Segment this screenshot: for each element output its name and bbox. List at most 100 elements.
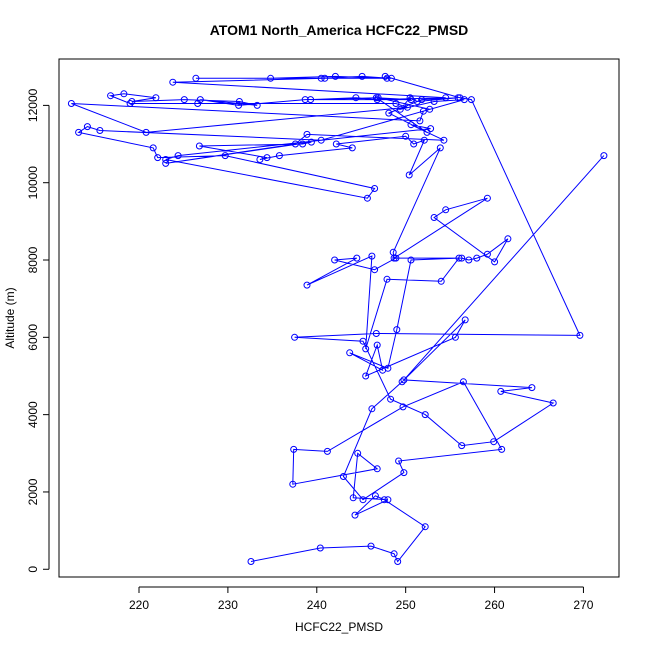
data-point bbox=[456, 94, 464, 102]
data-point bbox=[405, 171, 413, 179]
y-axis-label: Altitude (m) bbox=[3, 287, 17, 348]
data-point bbox=[346, 349, 354, 357]
data-point bbox=[430, 98, 438, 105]
data-point bbox=[194, 100, 202, 107]
data-point bbox=[400, 469, 408, 477]
data-point bbox=[162, 156, 170, 163]
data-point bbox=[427, 125, 435, 133]
data-point bbox=[359, 496, 367, 504]
series-layer bbox=[67, 72, 608, 565]
x-tick-label: 250 bbox=[396, 598, 416, 612]
data-point bbox=[458, 254, 466, 262]
x-tick-label: 260 bbox=[485, 598, 505, 612]
data-point bbox=[426, 105, 434, 113]
data-point bbox=[430, 214, 438, 221]
data-point bbox=[235, 101, 243, 109]
data-point bbox=[195, 142, 203, 150]
data-point bbox=[256, 156, 264, 163]
data-point bbox=[483, 250, 491, 258]
data-point bbox=[400, 376, 408, 384]
data-point bbox=[359, 337, 367, 345]
data-point bbox=[247, 558, 255, 565]
data-point bbox=[371, 266, 379, 274]
data-point bbox=[460, 96, 468, 104]
data-point bbox=[152, 94, 160, 102]
data-point bbox=[576, 331, 584, 339]
data-point bbox=[348, 144, 356, 152]
data-point bbox=[399, 403, 407, 411]
data-point bbox=[407, 256, 415, 264]
data-point bbox=[504, 235, 512, 243]
y-tick-label: 0 bbox=[26, 566, 40, 573]
data-point bbox=[221, 152, 229, 160]
data-point bbox=[393, 326, 401, 334]
data-point bbox=[307, 96, 315, 104]
data-point bbox=[126, 100, 134, 107]
data-point bbox=[75, 128, 83, 136]
data-point bbox=[290, 445, 298, 453]
data-point bbox=[358, 72, 366, 80]
data-point bbox=[420, 136, 428, 144]
data-point bbox=[180, 96, 188, 104]
data-point bbox=[128, 98, 136, 105]
data-point bbox=[381, 72, 389, 80]
data-point bbox=[301, 96, 309, 104]
data-point bbox=[363, 194, 371, 202]
data-point bbox=[483, 194, 491, 202]
data-point bbox=[383, 74, 391, 82]
data-point bbox=[349, 494, 357, 502]
data-point bbox=[458, 442, 466, 450]
y-tick-label: 8000 bbox=[26, 246, 40, 273]
data-point bbox=[142, 128, 150, 136]
data-point bbox=[459, 378, 467, 386]
data-point bbox=[291, 140, 299, 148]
data-point bbox=[291, 333, 299, 341]
data-point bbox=[154, 154, 162, 162]
data-point bbox=[421, 411, 429, 419]
data-point bbox=[436, 144, 444, 152]
data-point bbox=[390, 550, 398, 558]
data-point bbox=[368, 252, 376, 260]
data-point bbox=[263, 154, 271, 162]
data-point bbox=[373, 341, 381, 349]
data-point bbox=[442, 206, 450, 214]
data-point bbox=[392, 100, 400, 107]
data-point bbox=[107, 92, 115, 100]
data-point bbox=[383, 275, 391, 283]
axes-layer: 220 230 240 250 260 270 0 2000 4000 6000 8000 10000… bbox=[26, 88, 594, 612]
y-tick-label: 4000 bbox=[26, 401, 40, 428]
data-point bbox=[385, 109, 393, 117]
data-point bbox=[497, 387, 505, 395]
data-point bbox=[419, 107, 427, 115]
data-point bbox=[421, 523, 429, 531]
data-point bbox=[418, 96, 426, 104]
x-tick-label: 270 bbox=[573, 598, 593, 612]
data-point bbox=[423, 128, 431, 136]
data-point bbox=[323, 447, 331, 455]
data-point bbox=[491, 258, 499, 266]
data-point bbox=[403, 103, 411, 111]
data-point bbox=[303, 130, 311, 138]
x-tick-label: 220 bbox=[129, 598, 149, 612]
data-point bbox=[398, 378, 406, 386]
data-point bbox=[461, 316, 469, 324]
data-point bbox=[331, 256, 339, 264]
data-point bbox=[303, 281, 311, 289]
y-tick-label: 2000 bbox=[26, 478, 40, 505]
data-point bbox=[498, 445, 506, 453]
data-point bbox=[67, 100, 75, 107]
data-point bbox=[465, 256, 473, 264]
data-point bbox=[317, 136, 325, 144]
data-point bbox=[407, 96, 415, 104]
data-point bbox=[549, 399, 557, 407]
data-point bbox=[253, 101, 261, 109]
y-tick-label: 10000 bbox=[26, 166, 40, 200]
data-point bbox=[371, 185, 379, 192]
data-point bbox=[442, 94, 450, 102]
data-point bbox=[351, 511, 359, 519]
data-point bbox=[332, 140, 340, 148]
data-point bbox=[368, 405, 376, 413]
data-point bbox=[289, 480, 297, 488]
data-point bbox=[317, 74, 325, 82]
